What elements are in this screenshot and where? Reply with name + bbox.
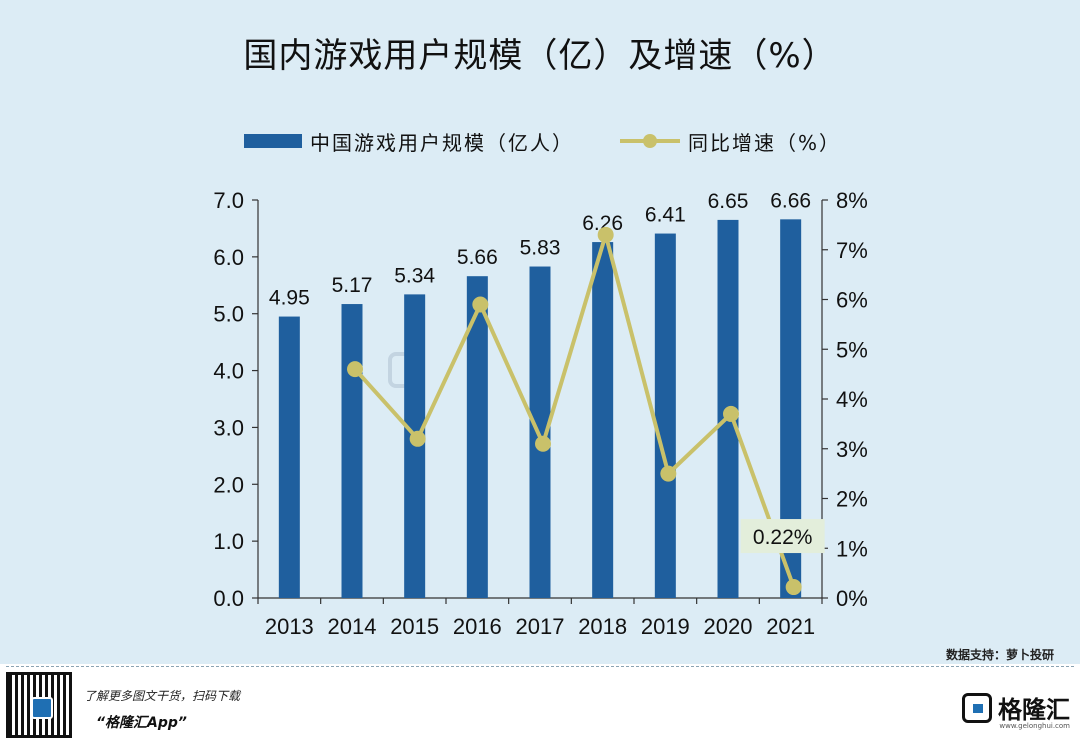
legend-line-marker: [643, 134, 657, 148]
line-series: 0.22%: [347, 226, 825, 596]
bar: [466, 276, 488, 598]
x-tick-label: 2013: [265, 614, 314, 639]
legend-bar-label: 中国游戏用户规模（亿人）: [310, 131, 574, 155]
x-tick-label: 2019: [641, 614, 690, 639]
growth-line: [353, 232, 796, 588]
bar: [780, 219, 802, 598]
qr-logo-icon: [31, 697, 53, 719]
bar-data-label: 6.26: [582, 212, 623, 235]
growth-data-label: 0.22%: [753, 526, 813, 549]
brand-mark-icon: [962, 692, 992, 723]
bar: [654, 233, 676, 598]
right-tick-label: 1%: [836, 536, 868, 561]
footer-divider: [6, 666, 1074, 667]
data-source: 数据支持：萝卜投研: [945, 648, 1054, 662]
right-tick-label: 0%: [836, 586, 868, 611]
bar-data-label: 5.83: [520, 237, 561, 260]
bar-data-label: 5.17: [332, 274, 373, 297]
x-tick-label: 2017: [516, 614, 565, 639]
bar: [278, 316, 300, 598]
bar-data-label: 4.95: [269, 287, 310, 310]
brand-logo[interactable]: 格隆汇: [962, 690, 1070, 725]
axes: 2013 2014 2015 2016 2017 2018 2019 2020 2021 0.0 1…: [213, 188, 867, 639]
x-tick-label: 2014: [328, 614, 377, 639]
x-tick-label: 2020: [704, 614, 753, 639]
x-tick-label: 2015: [390, 614, 439, 639]
right-tick-label: 4%: [836, 387, 868, 412]
x-tick-label: 2021: [766, 614, 815, 639]
left-tick-label: 1.0: [213, 529, 244, 554]
right-tick-label: 2%: [836, 487, 868, 512]
growth-point: [597, 226, 614, 243]
left-tick-label: 3.0: [213, 415, 244, 440]
growth-point: [347, 361, 363, 378]
chart: 中国游戏用户规模（亿人） 同比增速（%） 2013 2014 2015 2016 2017…: [213, 131, 867, 639]
right-tick-label: 6%: [836, 288, 868, 313]
brand-name: 格隆汇: [998, 696, 1070, 724]
growth-point: [785, 579, 802, 596]
bar-labels: 4.95 5.17 5.34 5.66 5.83 6.26 6.41 6.65 6.66: [269, 189, 811, 309]
growth-label-box: [740, 519, 825, 554]
left-tick-label: 2.0: [213, 472, 244, 497]
footer: [0, 664, 1080, 745]
growth-point: [723, 405, 739, 422]
bar-data-label: 5.66: [457, 246, 498, 269]
bar: [592, 242, 614, 598]
growth-point: [660, 465, 677, 482]
growth-point: [409, 430, 426, 447]
right-tick-label: 8%: [836, 188, 868, 213]
bar-data-label: 6.41: [645, 204, 686, 227]
x-tick-label: 2018: [578, 614, 627, 639]
chart-title: 国内游戏用户规模（亿）及增速（%）: [243, 36, 837, 76]
legend-line-label: 同比增速（%）: [688, 131, 841, 155]
legend: 中国游戏用户规模（亿人） 同比增速（%）: [244, 131, 841, 155]
right-tick-label: 5%: [836, 337, 868, 362]
bar: [341, 304, 363, 598]
app-name: “格隆汇App”: [96, 715, 187, 731]
legend-bar-swatch: [244, 134, 302, 148]
left-tick-label: 6.0: [213, 245, 244, 270]
left-tick-label: 0.0: [213, 586, 244, 611]
bar-data-label: 5.34: [394, 264, 435, 287]
growth-point: [535, 435, 551, 452]
right-tick-label: 3%: [836, 437, 868, 462]
bar-series: [278, 219, 802, 598]
left-tick-label: 7.0: [213, 188, 244, 213]
promo-text: 了解更多图文干货，扫码下载: [84, 689, 241, 703]
x-tick-label: 2016: [453, 614, 502, 639]
bar-data-label: 6.65: [708, 190, 749, 213]
left-tick-label: 4.0: [213, 359, 244, 384]
left-tick-label: 5.0: [213, 302, 244, 327]
brand-url: www.gelonghui.com: [999, 722, 1070, 730]
growth-point: [472, 296, 489, 313]
bar-data-label: 6.66: [770, 189, 811, 212]
right-tick-label: 7%: [836, 238, 868, 263]
